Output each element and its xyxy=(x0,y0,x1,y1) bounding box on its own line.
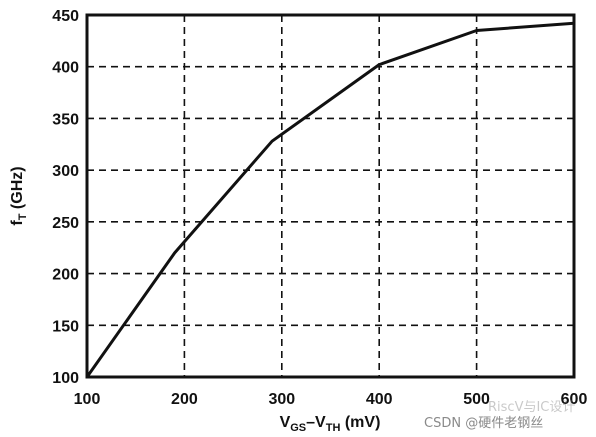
y-tick-label: 300 xyxy=(52,163,79,180)
y-tick-label: 400 xyxy=(52,60,79,77)
grid-lines xyxy=(87,15,574,377)
x-axis-title-unit: (mV) xyxy=(340,414,380,431)
series-group xyxy=(85,21,575,378)
x-axis-title-v1: V xyxy=(280,414,291,431)
y-tick-label: 100 xyxy=(52,370,79,387)
y-axis-title: fT (GHz) xyxy=(9,166,29,225)
x-tick-labels: 100 200 300 400 500 600 xyxy=(74,391,588,408)
watermark-faint: RiscV与IC设计 xyxy=(488,400,575,415)
x-tick-label: 500 xyxy=(463,391,490,408)
x-axis-title-sub1: GS xyxy=(290,422,306,434)
y-tick-label: 450 xyxy=(52,8,79,25)
watermark: CSDN @硬件老钢丝 xyxy=(424,416,543,431)
y-tick-labels: 100 150 200 250 300 350 400 450 xyxy=(52,8,79,387)
x-tick-label: 300 xyxy=(268,391,295,408)
x-tick-label: 400 xyxy=(366,391,393,408)
y-axis-title-main: f xyxy=(9,220,26,226)
x-axis-title-sub2: TH xyxy=(326,422,341,434)
y-axis-title-sub: T xyxy=(17,213,29,220)
y-axis-title-unit: (GHz) xyxy=(9,166,26,213)
plot-frame xyxy=(85,13,576,379)
x-tick-label: 600 xyxy=(561,391,588,408)
x-tick-label: 100 xyxy=(74,391,101,408)
y-tick-label: 200 xyxy=(52,267,79,284)
x-axis-title: VGS–VTH (mV) xyxy=(280,414,381,434)
series-line xyxy=(85,21,575,378)
y-tick-label: 150 xyxy=(52,318,79,335)
y-tick-label: 350 xyxy=(52,111,79,128)
x-tick-label: 200 xyxy=(171,391,198,408)
x-axis-title-dash: –V xyxy=(306,414,326,431)
y-tick-label: 250 xyxy=(52,215,79,232)
